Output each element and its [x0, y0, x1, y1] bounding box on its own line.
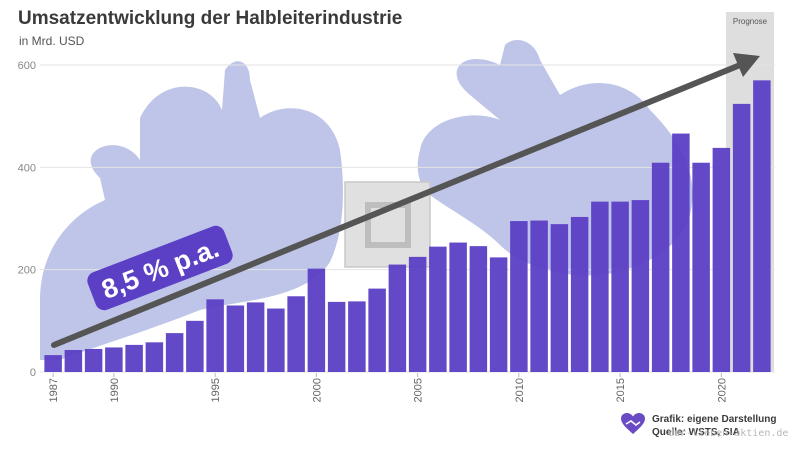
bar: [84, 348, 103, 372]
x-tick-label: 1990: [109, 378, 121, 402]
bar: [489, 257, 508, 372]
chip-core: [365, 202, 411, 248]
forecast-label: Prognose: [732, 17, 768, 26]
source-line-2: Quelle: WSTS, SIA: [652, 427, 740, 438]
y-axis: 0 200 400 600: [18, 60, 36, 379]
y-tick-label: 200: [18, 265, 36, 277]
bar: [206, 299, 224, 372]
bar: [732, 103, 751, 373]
y-tick-label: 400: [18, 162, 36, 174]
bar: [105, 347, 123, 372]
bar: [530, 220, 548, 372]
bar-series: [44, 80, 771, 373]
watermark: dur-lieben-aktien.de: [668, 428, 789, 439]
bar: [753, 80, 771, 372]
x-tick-label: 2010: [514, 378, 526, 402]
bar: [449, 242, 467, 372]
x-axis: 1987 1990 1995 2000 2005 2010 2015 2020: [48, 373, 728, 402]
bar: [631, 200, 650, 372]
bar: [44, 355, 62, 372]
bar: [672, 133, 690, 372]
x-tick-label: 1995: [210, 378, 222, 402]
bar: [408, 256, 427, 372]
trend-arrow-line: [51, 60, 748, 348]
bar: [287, 296, 305, 372]
bar: [692, 162, 710, 372]
bar: [186, 320, 204, 372]
x-tick-label: 2020: [716, 378, 728, 402]
bar: [469, 246, 488, 372]
chart-title: Umsatzentwicklung der Halbleiterindustri…: [18, 8, 403, 29]
bar: [226, 305, 245, 372]
trend-arrow: [51, 53, 760, 348]
source-line-1: Grafik: eigene Darstellung: [652, 414, 777, 425]
bar: [611, 201, 629, 372]
bar: [591, 201, 609, 372]
bar: [327, 301, 346, 372]
bar: [570, 216, 589, 372]
source-note: Grafik: eigene Darstellung Quelle: WSTS,…: [652, 413, 776, 439]
bar: [307, 268, 326, 372]
bar: [125, 344, 143, 372]
y-tick-label: 600: [18, 60, 36, 72]
x-tick-label: 2015: [615, 378, 627, 402]
x-tick-label: 2005: [413, 378, 425, 402]
bar: [712, 147, 731, 372]
bar: [388, 264, 407, 372]
x-tick-label: 2000: [311, 378, 323, 402]
bar: [368, 288, 386, 372]
bar: [550, 224, 569, 372]
bar: [651, 162, 670, 372]
chart-subtitle: in Mrd. USD: [19, 34, 85, 48]
bar: [64, 349, 83, 372]
x-tick-label: 1987: [48, 378, 60, 402]
bar: [165, 333, 184, 372]
bar: [246, 302, 265, 372]
cagr-badge-bg: [87, 225, 233, 311]
bar: [429, 246, 447, 372]
bar: [510, 221, 528, 372]
y-tick-label: 0: [30, 367, 36, 379]
trend-arrowhead: [733, 53, 760, 77]
bar: [348, 301, 366, 372]
bar: [267, 308, 285, 372]
heart-hands-logo-icon: [621, 413, 645, 434]
bar: [145, 342, 164, 372]
